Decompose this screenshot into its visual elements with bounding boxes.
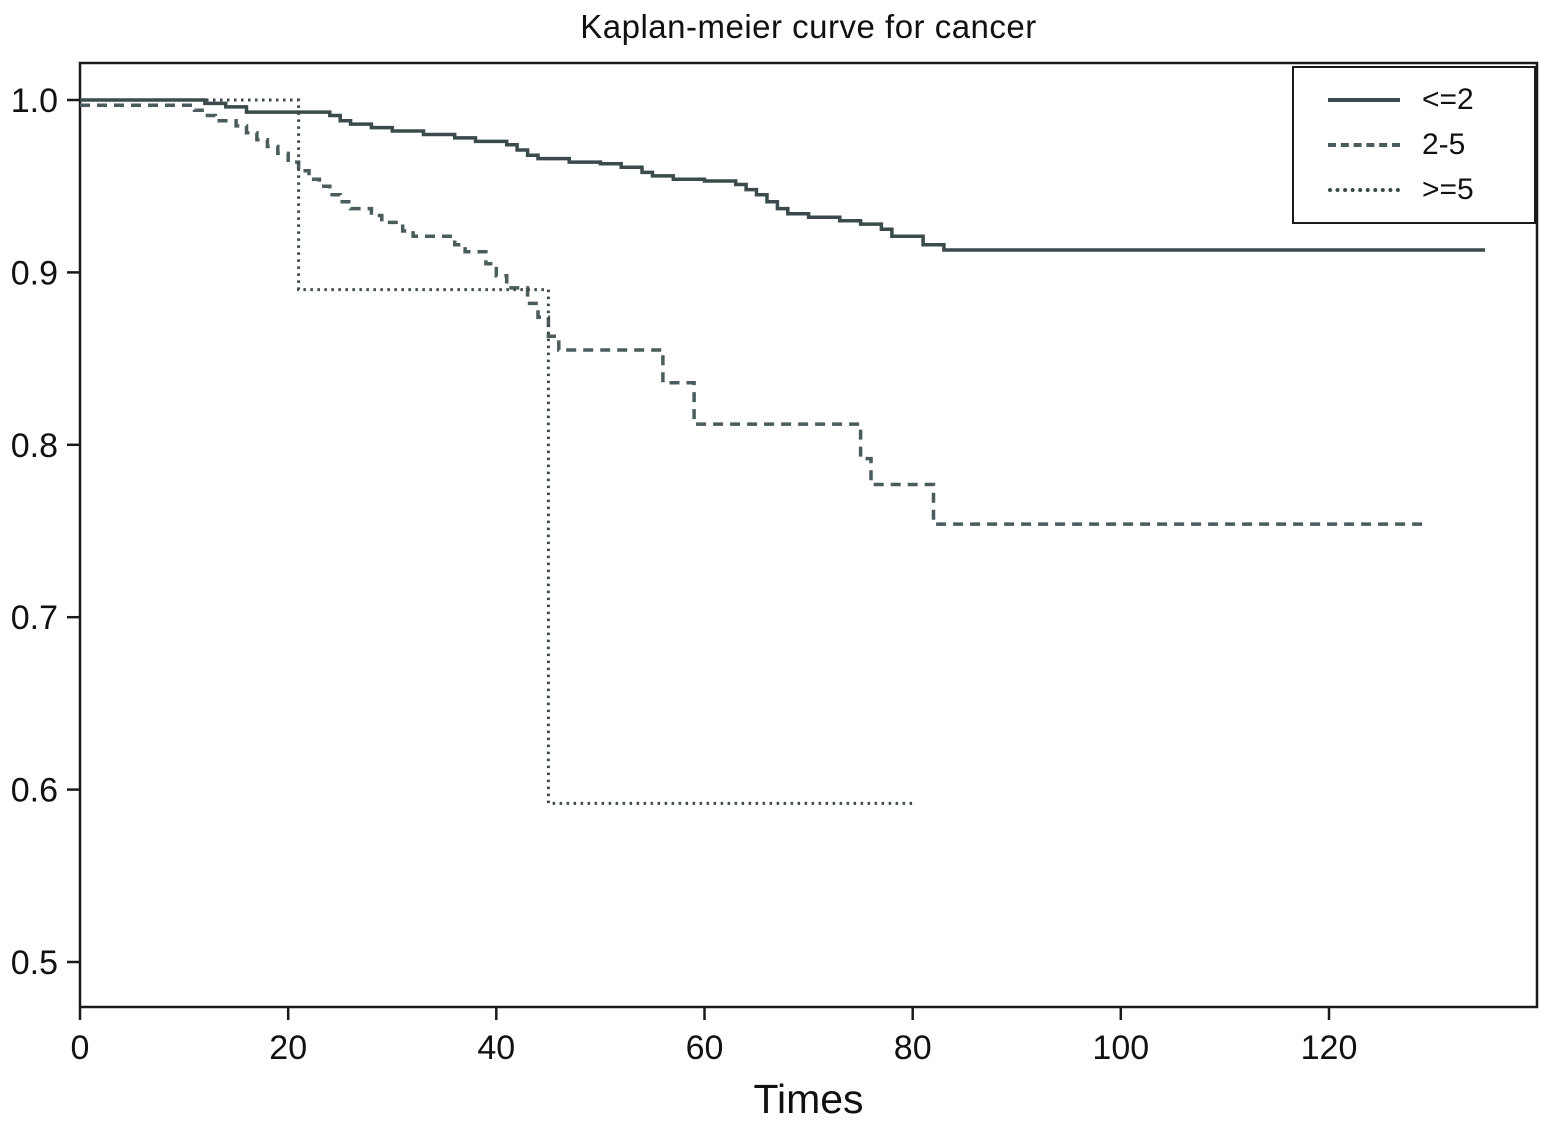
y-tick-label: 0.5 xyxy=(11,944,58,982)
solid-line-sample-icon xyxy=(1328,98,1400,102)
x-tick-label: 100 xyxy=(1092,1029,1149,1067)
y-tick-label: 0.8 xyxy=(11,427,58,465)
x-tick-label: 20 xyxy=(269,1029,307,1067)
legend-label-ge5: >=5 xyxy=(1422,173,1474,206)
x-tick-label: 80 xyxy=(894,1029,932,1067)
legend-item-2-5: 2-5 xyxy=(1328,128,1534,162)
x-tick-label: 60 xyxy=(686,1029,724,1067)
dotted-line-sample-icon xyxy=(1328,188,1400,192)
legend-label-2-5: 2-5 xyxy=(1422,128,1466,161)
series-line-0 xyxy=(80,98,1486,252)
legend-item-le2: <=2 xyxy=(1328,83,1534,117)
x-axis-title: Times xyxy=(753,1076,864,1122)
legend-item-ge5: >=5 xyxy=(1328,173,1534,207)
y-tick-label: 0.7 xyxy=(11,599,58,637)
x-tick-label: 40 xyxy=(477,1029,515,1067)
series-line-1 xyxy=(80,103,1423,526)
legend-label-le2: <=2 xyxy=(1422,83,1474,116)
x-tick-label: 120 xyxy=(1301,1029,1358,1067)
plot-frame xyxy=(78,61,1539,1009)
x-tick-label: 0 xyxy=(71,1029,90,1067)
series-line-2 xyxy=(80,98,913,805)
y-tick-label: 1.0 xyxy=(11,82,58,120)
dashed-line-sample-icon xyxy=(1328,143,1400,147)
y-tick-label: 0.9 xyxy=(11,254,58,292)
y-tick-label: 0.6 xyxy=(11,772,58,810)
legend: <=2 2-5 >=5 xyxy=(1292,66,1536,224)
chart-title: Kaplan-meier curve for cancer xyxy=(580,8,1037,45)
